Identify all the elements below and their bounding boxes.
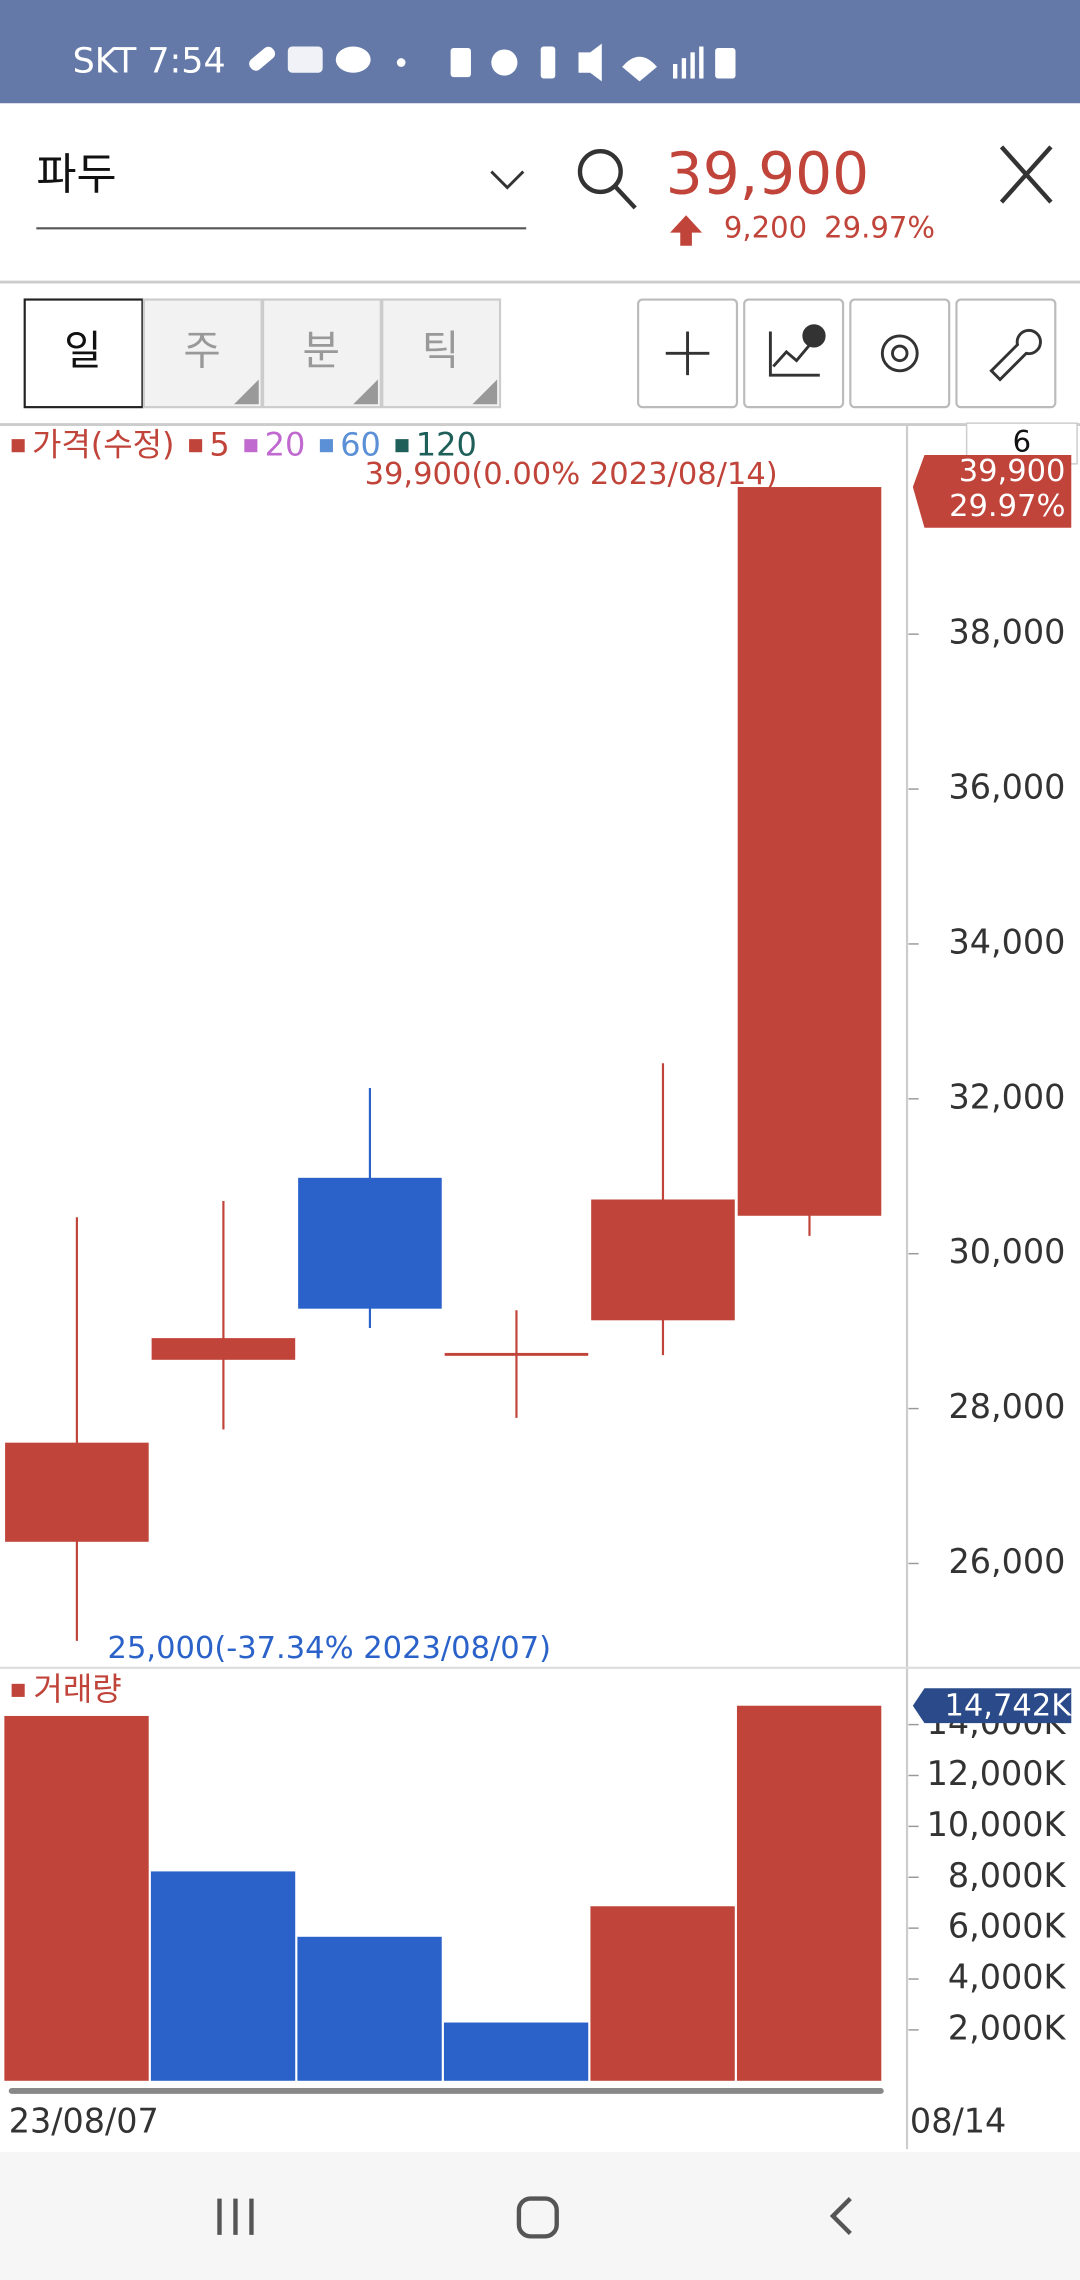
legend-swatch (319, 439, 333, 453)
y-tick-label: 6,000K (948, 1907, 1067, 1946)
last-price-label: 39,900 (959, 454, 1066, 489)
tools-button[interactable] (955, 298, 1057, 409)
x-tick-label: 08/14 (910, 2101, 1006, 2140)
candle-body (444, 1352, 589, 1356)
volume-bar (736, 1705, 882, 2081)
y-tick-label: 26,000 (949, 1542, 1066, 1581)
legend-label: 가격(수정) (32, 425, 175, 463)
tab[interactable] (23, 298, 144, 409)
y-tick-label: 28,000 (949, 1387, 1066, 1426)
volume-bar (4, 1715, 149, 2081)
nav-bar (0, 2152, 1080, 2280)
high-annotation: 39,900(0.00% 2023/08/14) (365, 457, 778, 492)
indicator-button[interactable] (743, 298, 845, 409)
legend-label: 5 (209, 425, 229, 463)
search-icon[interactable] (577, 149, 637, 210)
x-tick-label: 23/08/07 (9, 2101, 159, 2140)
back[interactable] (829, 2197, 852, 2236)
current-price: 39,900 (666, 140, 869, 208)
status-time: SKT 7:54 (73, 42, 226, 82)
nav-icons (217, 2196, 852, 2239)
price-change: 9,200 (724, 211, 807, 245)
tab-label[interactable]: 분 (303, 326, 340, 374)
y-tick-label: 36,000 (949, 768, 1066, 807)
candle-body (591, 1199, 735, 1321)
legend-swatch (11, 1683, 25, 1697)
y-tick-label: 38,000 (949, 613, 1066, 652)
y-tick-label: 32,000 (949, 1077, 1066, 1116)
home[interactable] (516, 2196, 559, 2239)
volume-bar (590, 1906, 735, 2081)
legend-swatch (189, 439, 203, 453)
legend-label: 120 (416, 425, 477, 463)
volume-bar (150, 1871, 296, 2081)
last-price-badge (912, 455, 1072, 528)
y-tick-label: 34,000 (949, 922, 1066, 961)
tab[interactable] (142, 298, 263, 409)
y-tick-label: 30,000 (949, 1232, 1066, 1271)
tab-label[interactable]: 주 (183, 326, 220, 374)
stock-name[interactable]: 파두 (36, 150, 116, 200)
low-annotation: 25,000(-37.34% 2023/08/07) (108, 1631, 551, 1666)
close-icon[interactable] (999, 145, 1053, 204)
tool-icons (665, 324, 1042, 382)
candle-body (737, 487, 882, 1216)
legend-swatch (244, 439, 258, 453)
legend-label: 20 (265, 425, 306, 463)
dropdown-chevron[interactable] (490, 170, 525, 190)
last-volume-label: 14,742K (945, 1689, 1073, 1724)
volume-title: 거래량 (33, 1670, 121, 1708)
y-tick-label: 12,000K (927, 1754, 1067, 1793)
volume-bar (443, 2022, 589, 2081)
candle-body (151, 1338, 296, 1360)
candle-body (298, 1177, 442, 1309)
legend-label: 60 (340, 425, 381, 463)
legend-swatch (395, 439, 409, 453)
legend-swatch (11, 439, 25, 453)
period-count[interactable]: 6 (1013, 424, 1031, 458)
volume-bar (297, 1936, 442, 2081)
last-volume-badge (912, 1688, 1072, 1724)
status-icons (249, 43, 736, 82)
up-arrow (670, 215, 703, 246)
tab-corner (234, 379, 259, 405)
price-change-pct: 29.97% (824, 211, 935, 245)
last-change-label: 29.97% (949, 489, 1065, 524)
y-tick-label: 10,000K (927, 1805, 1067, 1844)
tab[interactable] (262, 298, 382, 409)
candle-body (5, 1442, 149, 1542)
tab-label[interactable]: 틱 (422, 326, 459, 374)
y-tick-label: 8,000K (948, 1856, 1067, 1895)
tab-corner (472, 379, 498, 405)
y-tick-label: 4,000K (948, 1958, 1067, 1997)
tab[interactable] (381, 298, 502, 409)
recent-apps[interactable] (217, 2198, 254, 2235)
y-tick-label: 2,000K (948, 2008, 1067, 2047)
status-bar (0, 0, 1080, 104)
tab-label[interactable]: 일 (64, 326, 101, 374)
settings-button[interactable] (849, 298, 951, 409)
chart: 26,000 28,000 30,000 32,000 34,000 36,000 38,0… (4, 425, 1072, 2140)
tab-corner (353, 379, 378, 405)
